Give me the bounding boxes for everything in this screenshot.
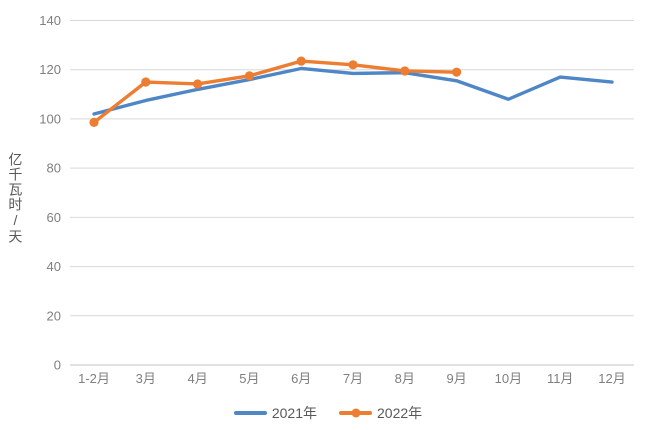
- legend-label-2022: 2022年: [377, 405, 423, 421]
- x-tick-label: 4月: [187, 371, 207, 386]
- x-tick-label: 12月: [598, 371, 625, 386]
- y-tick-label: 100: [39, 111, 61, 126]
- x-tick-label: 10月: [495, 371, 522, 386]
- series-marker-2022年: [296, 56, 306, 66]
- y-axis-title: 亿千瓦时/天: [7, 152, 24, 244]
- x-tick-label: 6月: [291, 371, 311, 386]
- series-marker-2022年: [89, 117, 99, 127]
- series-marker-2022年: [452, 67, 462, 77]
- y-tick-label: 140: [39, 13, 61, 28]
- legend-item-2022: 2022年: [339, 403, 422, 423]
- x-tick-label: 3月: [136, 371, 156, 386]
- legend-marker-dot-icon: [351, 408, 360, 418]
- y-tick-label: 20: [47, 308, 61, 323]
- series-line-2022年: [92, 59, 459, 125]
- series-marker-2022年: [400, 66, 410, 76]
- y-tick-label: 120: [39, 62, 61, 77]
- series-marker-2022年: [244, 71, 254, 81]
- x-tick-label: 5月: [239, 371, 259, 386]
- legend-line-swatch-2022: [339, 408, 372, 418]
- x-tick-label: 9月: [446, 371, 466, 386]
- series-marker-2022年: [348, 60, 358, 70]
- x-tick-label: 11月: [547, 371, 574, 386]
- series-marker-2022年: [141, 77, 151, 87]
- series-line-2021年: [92, 66, 614, 116]
- legend: 2021年 2022年: [0, 403, 656, 423]
- legend-line-swatch-2021: [233, 411, 267, 415]
- y-tick-label: 40: [47, 259, 61, 274]
- legend-label-2021: 2021年: [271, 405, 317, 421]
- x-tick-label: 8月: [395, 371, 415, 386]
- y-tick-label: 80: [47, 161, 61, 176]
- y-tick-label: 60: [47, 210, 61, 225]
- series-marker-2022年: [193, 79, 203, 89]
- x-tick-label: 1-2月: [78, 371, 110, 386]
- y-tick-label: 0: [54, 358, 61, 373]
- legend-item-2021: 2021年: [233, 403, 317, 423]
- x-tick-label: 7月: [343, 371, 363, 386]
